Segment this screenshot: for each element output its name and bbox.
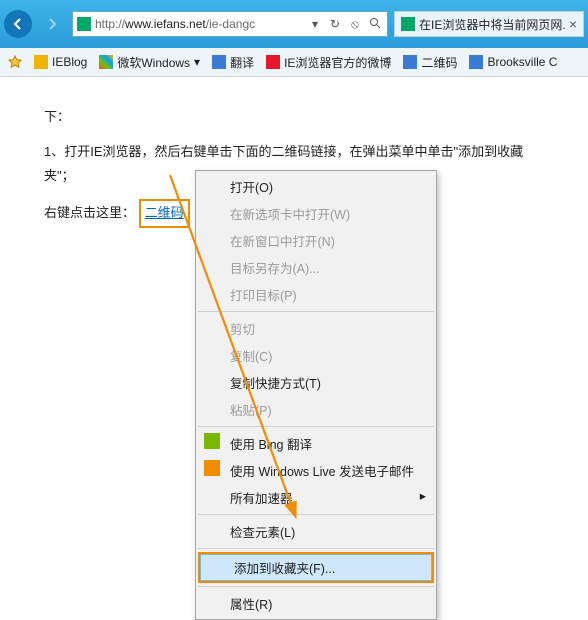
- menu-inspect[interactable]: 检查元素(L): [196, 518, 436, 545]
- fav-item[interactable]: 二维码: [403, 54, 457, 71]
- refresh-icon[interactable]: ↻: [327, 17, 343, 31]
- fav-item[interactable]: IEBlog: [34, 55, 87, 69]
- tab-favicon: [401, 17, 415, 31]
- browser-tab[interactable]: 在IE浏览器中将当前网页网... ×: [394, 11, 584, 37]
- menu-paste[interactable]: 粘贴(P): [196, 396, 436, 423]
- menu-add-to-favorites[interactable]: 添加到收藏夹(F)...: [200, 554, 432, 581]
- site-icon: [77, 17, 91, 31]
- browser-titlebar: http://www.iefans.net/ie-dangc ▾ ↻ ⦸ 在IE…: [0, 0, 588, 48]
- chevron-down-icon: ▾: [194, 55, 200, 69]
- weibo-icon: [266, 55, 280, 69]
- search-icon[interactable]: [367, 17, 383, 32]
- tab-close-icon[interactable]: ×: [569, 16, 577, 32]
- menu-open[interactable]: 打开(O): [196, 173, 436, 200]
- text-line: 下：: [44, 105, 544, 130]
- tab-title: 在IE浏览器中将当前网页网...: [419, 16, 565, 33]
- mail-icon: [204, 460, 220, 476]
- fav-item[interactable]: IE浏览器官方的微博: [266, 54, 391, 71]
- menu-print-target[interactable]: 打印目标(P): [196, 281, 436, 308]
- menu-save-target[interactable]: 目标另存为(A)...: [196, 254, 436, 281]
- menu-separator: [198, 514, 434, 515]
- menu-open-new-window[interactable]: 在新窗口中打开(N): [196, 227, 436, 254]
- forward-button[interactable]: [38, 10, 66, 38]
- stop-icon[interactable]: ⦸: [347, 17, 363, 32]
- menu-bing-translate[interactable]: 使用 Bing 翻译: [196, 430, 436, 457]
- ie-icon: [403, 55, 417, 69]
- favorites-star-icon[interactable]: [8, 55, 22, 69]
- windows-icon: [99, 55, 113, 69]
- menu-live-mail[interactable]: 使用 Windows Live 发送电子邮件: [196, 457, 436, 484]
- menu-separator: [198, 586, 434, 587]
- menu-separator: [198, 426, 434, 427]
- highlight-wrap: 添加到收藏夹(F)...: [198, 552, 434, 583]
- bing-icon: [204, 433, 220, 449]
- favorites-bar: IEBlog 微软Windows ▾ 翻译 IE浏览器官方的微博 二维码 Bro…: [0, 48, 588, 77]
- menu-copy-shortcut[interactable]: 复制快捷方式(T): [196, 369, 436, 396]
- address-bar[interactable]: http://www.iefans.net/ie-dangc ▾ ↻ ⦸: [72, 11, 388, 37]
- fav-item[interactable]: Brooksville C: [469, 55, 557, 69]
- chevron-right-icon: ▸: [420, 488, 426, 503]
- url-text: http://www.iefans.net/ie-dangc: [95, 17, 303, 31]
- menu-copy[interactable]: 复制(C): [196, 342, 436, 369]
- hint-prefix: 右键点击这里：: [44, 205, 135, 220]
- menu-open-new-tab[interactable]: 在新选项卡中打开(W): [196, 200, 436, 227]
- menu-properties[interactable]: 属性(R): [196, 590, 436, 617]
- menu-separator: [198, 311, 434, 312]
- dropdown-icon[interactable]: ▾: [307, 17, 323, 31]
- fav-item[interactable]: 微软Windows ▾: [99, 54, 200, 71]
- ie-icon: [469, 55, 483, 69]
- ieblog-icon: [34, 55, 48, 69]
- menu-separator: [198, 548, 434, 549]
- fav-item[interactable]: 翻译: [212, 54, 254, 71]
- qr-link[interactable]: 二维码: [145, 205, 184, 220]
- back-button[interactable]: [4, 10, 32, 38]
- highlighted-link-box: 二维码: [139, 199, 190, 228]
- menu-all-accelerators[interactable]: 所有加速器▸: [196, 484, 436, 511]
- ie-icon: [212, 55, 226, 69]
- context-menu: 打开(O) 在新选项卡中打开(W) 在新窗口中打开(N) 目标另存为(A)...…: [195, 170, 437, 620]
- menu-cut[interactable]: 剪切: [196, 315, 436, 342]
